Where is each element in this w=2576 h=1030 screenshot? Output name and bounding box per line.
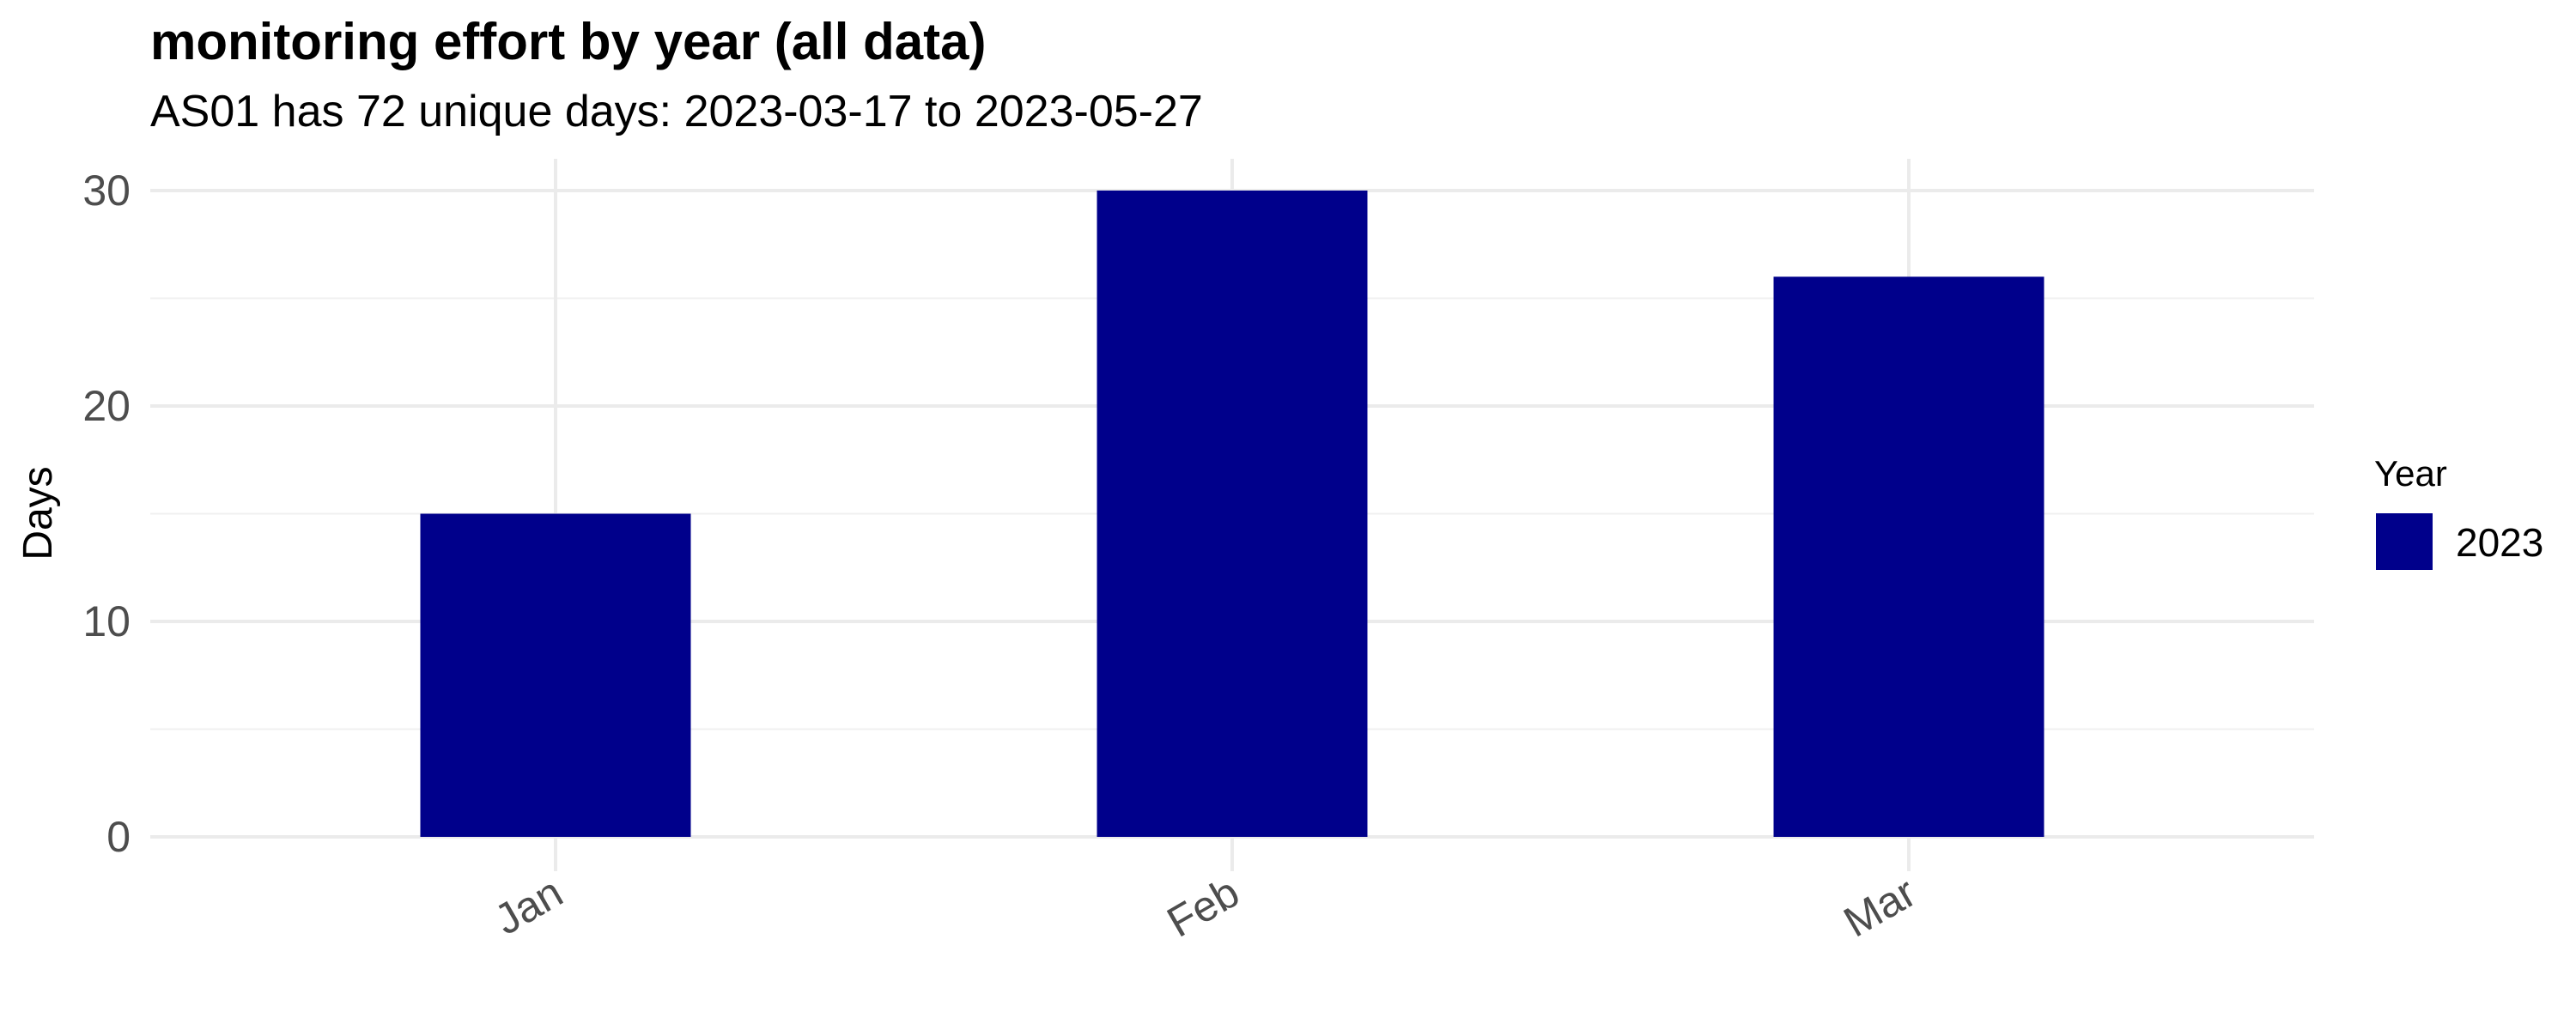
- bar-jan: [420, 513, 691, 837]
- legend-title: Year: [2374, 453, 2447, 494]
- chart-title: monitoring effort by year (all data): [150, 13, 987, 70]
- x-tick-label-mar: Mar: [1836, 868, 1924, 947]
- legend: Year 2023: [2374, 453, 2543, 570]
- y-tick-label: 0: [106, 813, 131, 861]
- y-tick-label: 10: [82, 597, 131, 645]
- y-tick-label: 20: [82, 382, 131, 430]
- x-tick-label-jan: Jan: [487, 868, 571, 944]
- y-axis-title: Days: [15, 466, 61, 560]
- chart-subtitle: AS01 has 72 unique days: 2023-03-17 to 2…: [150, 87, 1203, 136]
- bar-mar: [1773, 276, 2044, 837]
- y-tick-label: 30: [82, 167, 131, 215]
- legend-key-2023: [2376, 513, 2433, 570]
- tick-labels: 0 10 20 30 Jan Feb Mar: [82, 167, 1923, 947]
- x-tick-label-feb: Feb: [1159, 868, 1248, 947]
- bar-feb: [1097, 191, 1368, 837]
- bars: [420, 191, 2044, 837]
- legend-label-2023: 2023: [2456, 520, 2543, 565]
